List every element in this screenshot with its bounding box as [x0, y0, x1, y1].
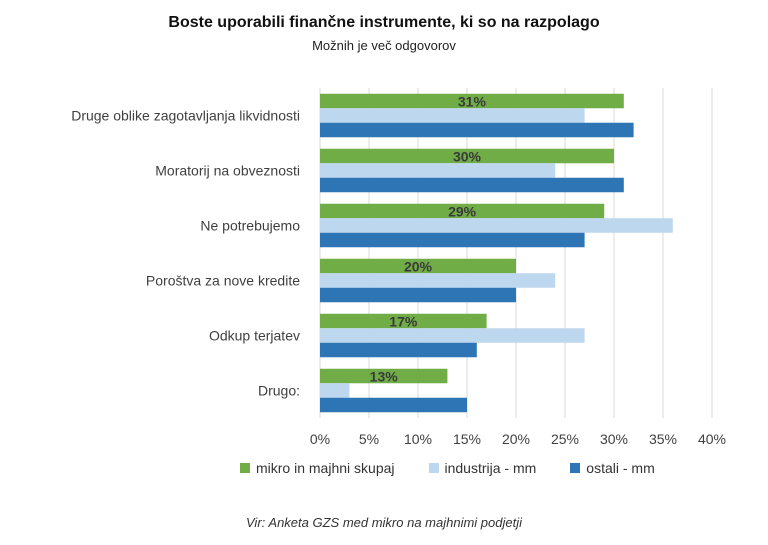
- legend-item-industrija: industrija - mm: [428, 460, 537, 476]
- bar: [320, 342, 477, 358]
- x-tick-label: 30%: [600, 431, 628, 447]
- legend-swatch-industrija: [428, 463, 439, 473]
- bar: [320, 383, 350, 398]
- x-tick-label: 25%: [551, 431, 579, 447]
- legend-label-industrija: industrija - mm: [444, 460, 537, 476]
- bar: [320, 93, 624, 109]
- bar: [320, 177, 624, 193]
- bar: [320, 258, 516, 274]
- bar: [320, 328, 585, 343]
- chart-title: Boste uporabili finančne instrumente, ki…: [168, 14, 600, 31]
- source-note: Vir: Anketa GZS med mikro na majhnimi po…: [246, 515, 522, 530]
- bar: [320, 163, 556, 178]
- bar: [320, 368, 448, 384]
- category-label: Moratorij na obveznosti: [155, 163, 300, 179]
- bar: [320, 232, 585, 248]
- data-label: 31%: [458, 93, 487, 109]
- legend-item-ostali: ostali - mm: [570, 460, 655, 476]
- legend-item-mikro: mikro in majhni skupaj: [240, 460, 395, 476]
- legend-label-mikro: mikro in majhni skupaj: [256, 460, 395, 476]
- x-tick-label: 5%: [359, 431, 379, 447]
- data-label: 17%: [389, 313, 418, 329]
- chart-subtitle: Možnih je več odgovorov: [312, 38, 456, 53]
- x-tick-label: 0%: [310, 431, 330, 447]
- legend-label-ostali: ostali - mm: [586, 460, 655, 476]
- data-label: 20%: [404, 258, 433, 274]
- category-label: Druge oblike zagotavljanja likvidnosti: [71, 108, 300, 124]
- category-label: Ne potrebujemo: [200, 218, 300, 234]
- bar: [320, 148, 614, 164]
- legend: mikro in majhni skupaj industrija - mm o…: [240, 460, 655, 476]
- bar: [320, 218, 673, 233]
- x-tick-label: 15%: [453, 431, 481, 447]
- data-label: 13%: [370, 368, 399, 384]
- bar: [320, 108, 585, 123]
- category-label: Odkup terjatev: [209, 328, 300, 344]
- bar: [320, 313, 487, 329]
- x-tick-label: 10%: [404, 431, 432, 447]
- legend-swatch-ostali: [570, 463, 581, 473]
- x-tick-label: 35%: [649, 431, 677, 447]
- x-tick-label: 20%: [502, 431, 530, 447]
- bar: [320, 122, 634, 138]
- bar: [320, 287, 516, 303]
- data-label: 30%: [453, 148, 482, 164]
- data-label: 29%: [448, 203, 477, 219]
- legend-swatch-mikro: [240, 463, 250, 473]
- category-label: Poroštva za nove kredite: [146, 273, 300, 289]
- bar: [320, 273, 556, 288]
- x-tick-label: 40%: [698, 431, 726, 447]
- bar: [320, 397, 467, 413]
- category-label: Drugo:: [258, 383, 300, 399]
- bar: [320, 203, 605, 219]
